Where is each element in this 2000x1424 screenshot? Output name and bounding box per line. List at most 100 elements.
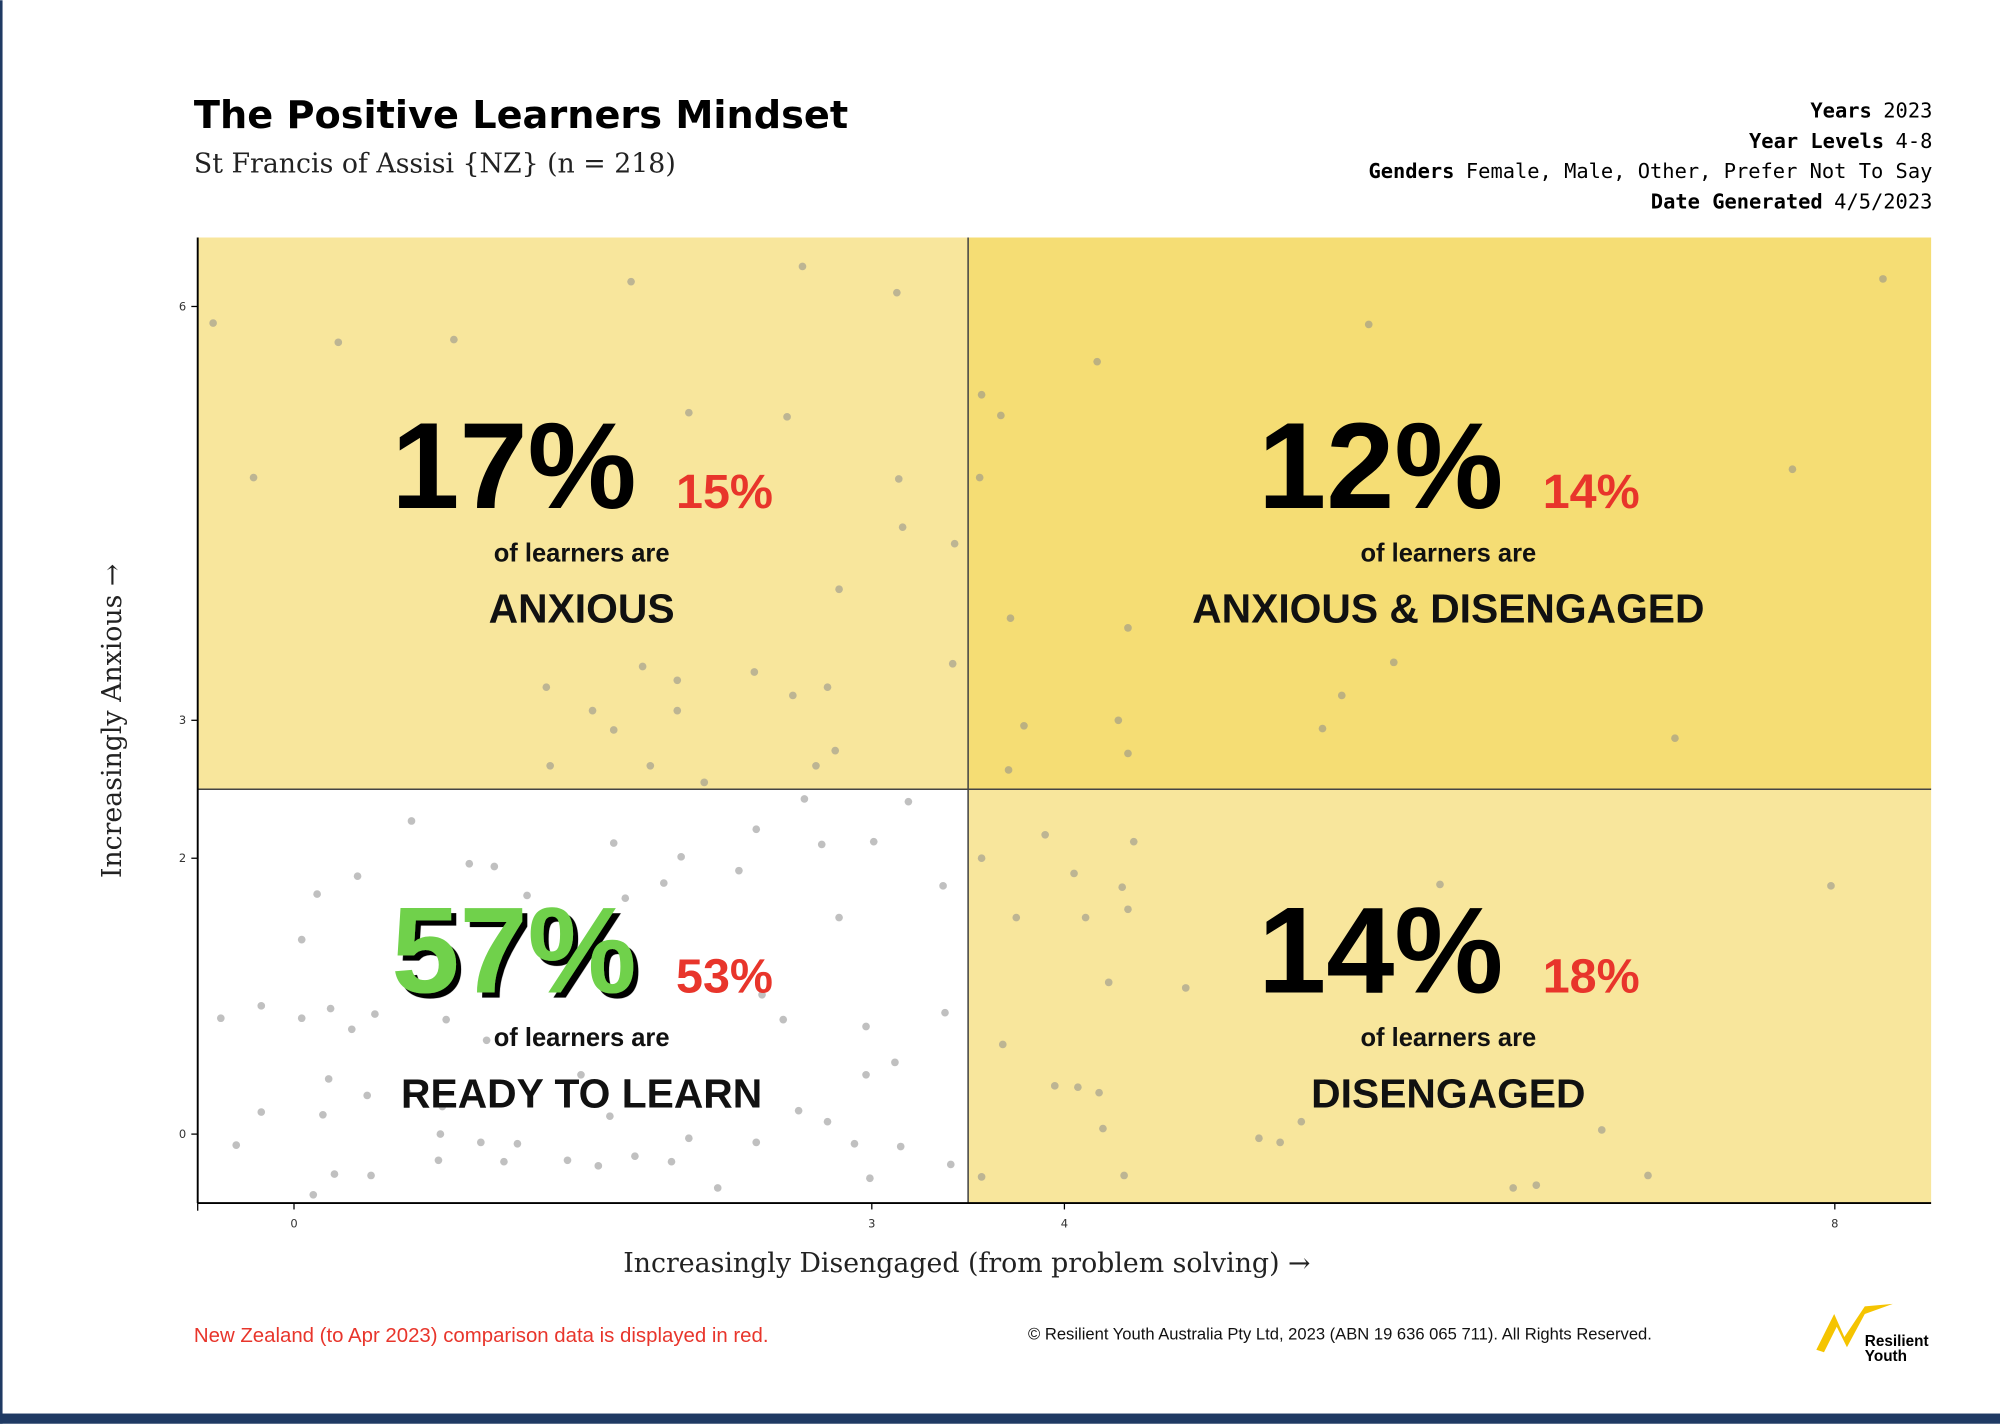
- x-axis-label: Increasingly Disengaged (from problem so…: [623, 1248, 1310, 1279]
- point: [324, 1075, 333, 1083]
- point: [638, 662, 647, 671]
- point: [713, 1184, 722, 1192]
- point: [588, 706, 597, 715]
- point: [1124, 905, 1132, 914]
- point: [1124, 749, 1132, 758]
- point: [1463, 945, 1471, 954]
- point: [1276, 1138, 1284, 1147]
- point: [831, 746, 840, 755]
- x-tick-label: 4: [1061, 1216, 1068, 1230]
- point: [1099, 1124, 1107, 1133]
- point: [1081, 913, 1090, 922]
- point: [1597, 1126, 1606, 1134]
- point: [700, 778, 709, 787]
- point: [326, 1004, 335, 1013]
- quadrant-value: 17%: [391, 397, 636, 534]
- quadrant-comparison: 18%: [1543, 950, 1640, 1004]
- point: [1532, 1181, 1541, 1189]
- point: [673, 706, 682, 715]
- point: [1093, 357, 1101, 366]
- point: [1124, 624, 1132, 632]
- point: [1671, 734, 1679, 743]
- point: [939, 881, 947, 890]
- quadrant-label: ANXIOUS: [489, 586, 675, 632]
- point: [783, 413, 791, 421]
- quadrant-value: 14%: [1258, 882, 1503, 1019]
- point: [835, 585, 843, 594]
- point: [977, 390, 986, 399]
- point: [1181, 984, 1190, 992]
- meta-value: 4-8: [1896, 129, 1933, 153]
- logo-text: Youth: [1865, 1348, 1907, 1365]
- point: [997, 411, 1005, 420]
- point: [898, 523, 907, 532]
- point: [896, 1142, 905, 1151]
- point: [477, 1138, 485, 1147]
- x-tick-label: 8: [1831, 1216, 1838, 1230]
- point: [330, 1170, 339, 1178]
- point: [1050, 1081, 1059, 1090]
- point: [482, 1036, 491, 1045]
- point: [334, 338, 343, 347]
- point: [465, 859, 474, 868]
- point: [523, 891, 531, 900]
- point: [904, 797, 913, 806]
- point: [850, 1139, 859, 1148]
- point: [442, 1015, 450, 1024]
- quadrant-comparison: 14%: [1543, 465, 1640, 519]
- point: [546, 761, 554, 770]
- point: [975, 473, 984, 482]
- point: [869, 837, 878, 846]
- point: [309, 1190, 318, 1199]
- frame-left: [0, 0, 3, 1424]
- point: [407, 817, 416, 825]
- point: [798, 262, 807, 271]
- y-tick-label: 0: [179, 1127, 186, 1141]
- point: [513, 1139, 522, 1148]
- point: [1879, 275, 1887, 283]
- meta-line: Date Generated 4/5/2023: [1651, 189, 1933, 213]
- point: [403, 1088, 412, 1097]
- point: [216, 1014, 225, 1023]
- point: [297, 935, 306, 944]
- point: [257, 1108, 266, 1116]
- point: [606, 1112, 614, 1120]
- point: [1644, 1171, 1652, 1180]
- y-axis-label: Increasingly Anxious →: [97, 564, 128, 879]
- point: [1297, 1117, 1306, 1126]
- point: [1337, 691, 1346, 700]
- point: [862, 1022, 870, 1031]
- point: [209, 319, 217, 327]
- quadrant-label: DISENGAGED: [1311, 1070, 1585, 1116]
- point: [646, 761, 655, 770]
- logo-text: Resilient: [1865, 1333, 1929, 1350]
- meta-value: 4/5/2023: [1834, 189, 1932, 213]
- meta-line: Genders Female, Male, Other, Prefer Not T…: [1368, 159, 1932, 183]
- point: [752, 825, 761, 834]
- point: [817, 840, 826, 849]
- point: [232, 1141, 241, 1149]
- meta-key: Date Generated: [1651, 189, 1823, 213]
- point: [893, 288, 901, 297]
- title: The Positive Learners Mindset: [194, 93, 848, 138]
- quadrant-comparison: 53%: [676, 950, 773, 1004]
- point: [752, 1138, 761, 1147]
- point: [434, 1156, 443, 1165]
- x-tick-label: 3: [868, 1216, 875, 1230]
- point: [1318, 724, 1327, 733]
- point: [621, 894, 630, 903]
- point: [750, 668, 759, 676]
- point: [673, 676, 682, 685]
- quadrant-caption: of learners are: [494, 1024, 670, 1052]
- quadrant-caption: of learners are: [1360, 1024, 1536, 1052]
- point: [577, 1070, 585, 1079]
- point: [1041, 830, 1049, 839]
- point: [862, 1070, 870, 1079]
- quadrant: [197, 789, 969, 1204]
- point: [941, 1008, 949, 1017]
- point: [490, 862, 499, 871]
- point: [1118, 883, 1127, 892]
- point: [1788, 465, 1797, 474]
- point: [1114, 716, 1123, 725]
